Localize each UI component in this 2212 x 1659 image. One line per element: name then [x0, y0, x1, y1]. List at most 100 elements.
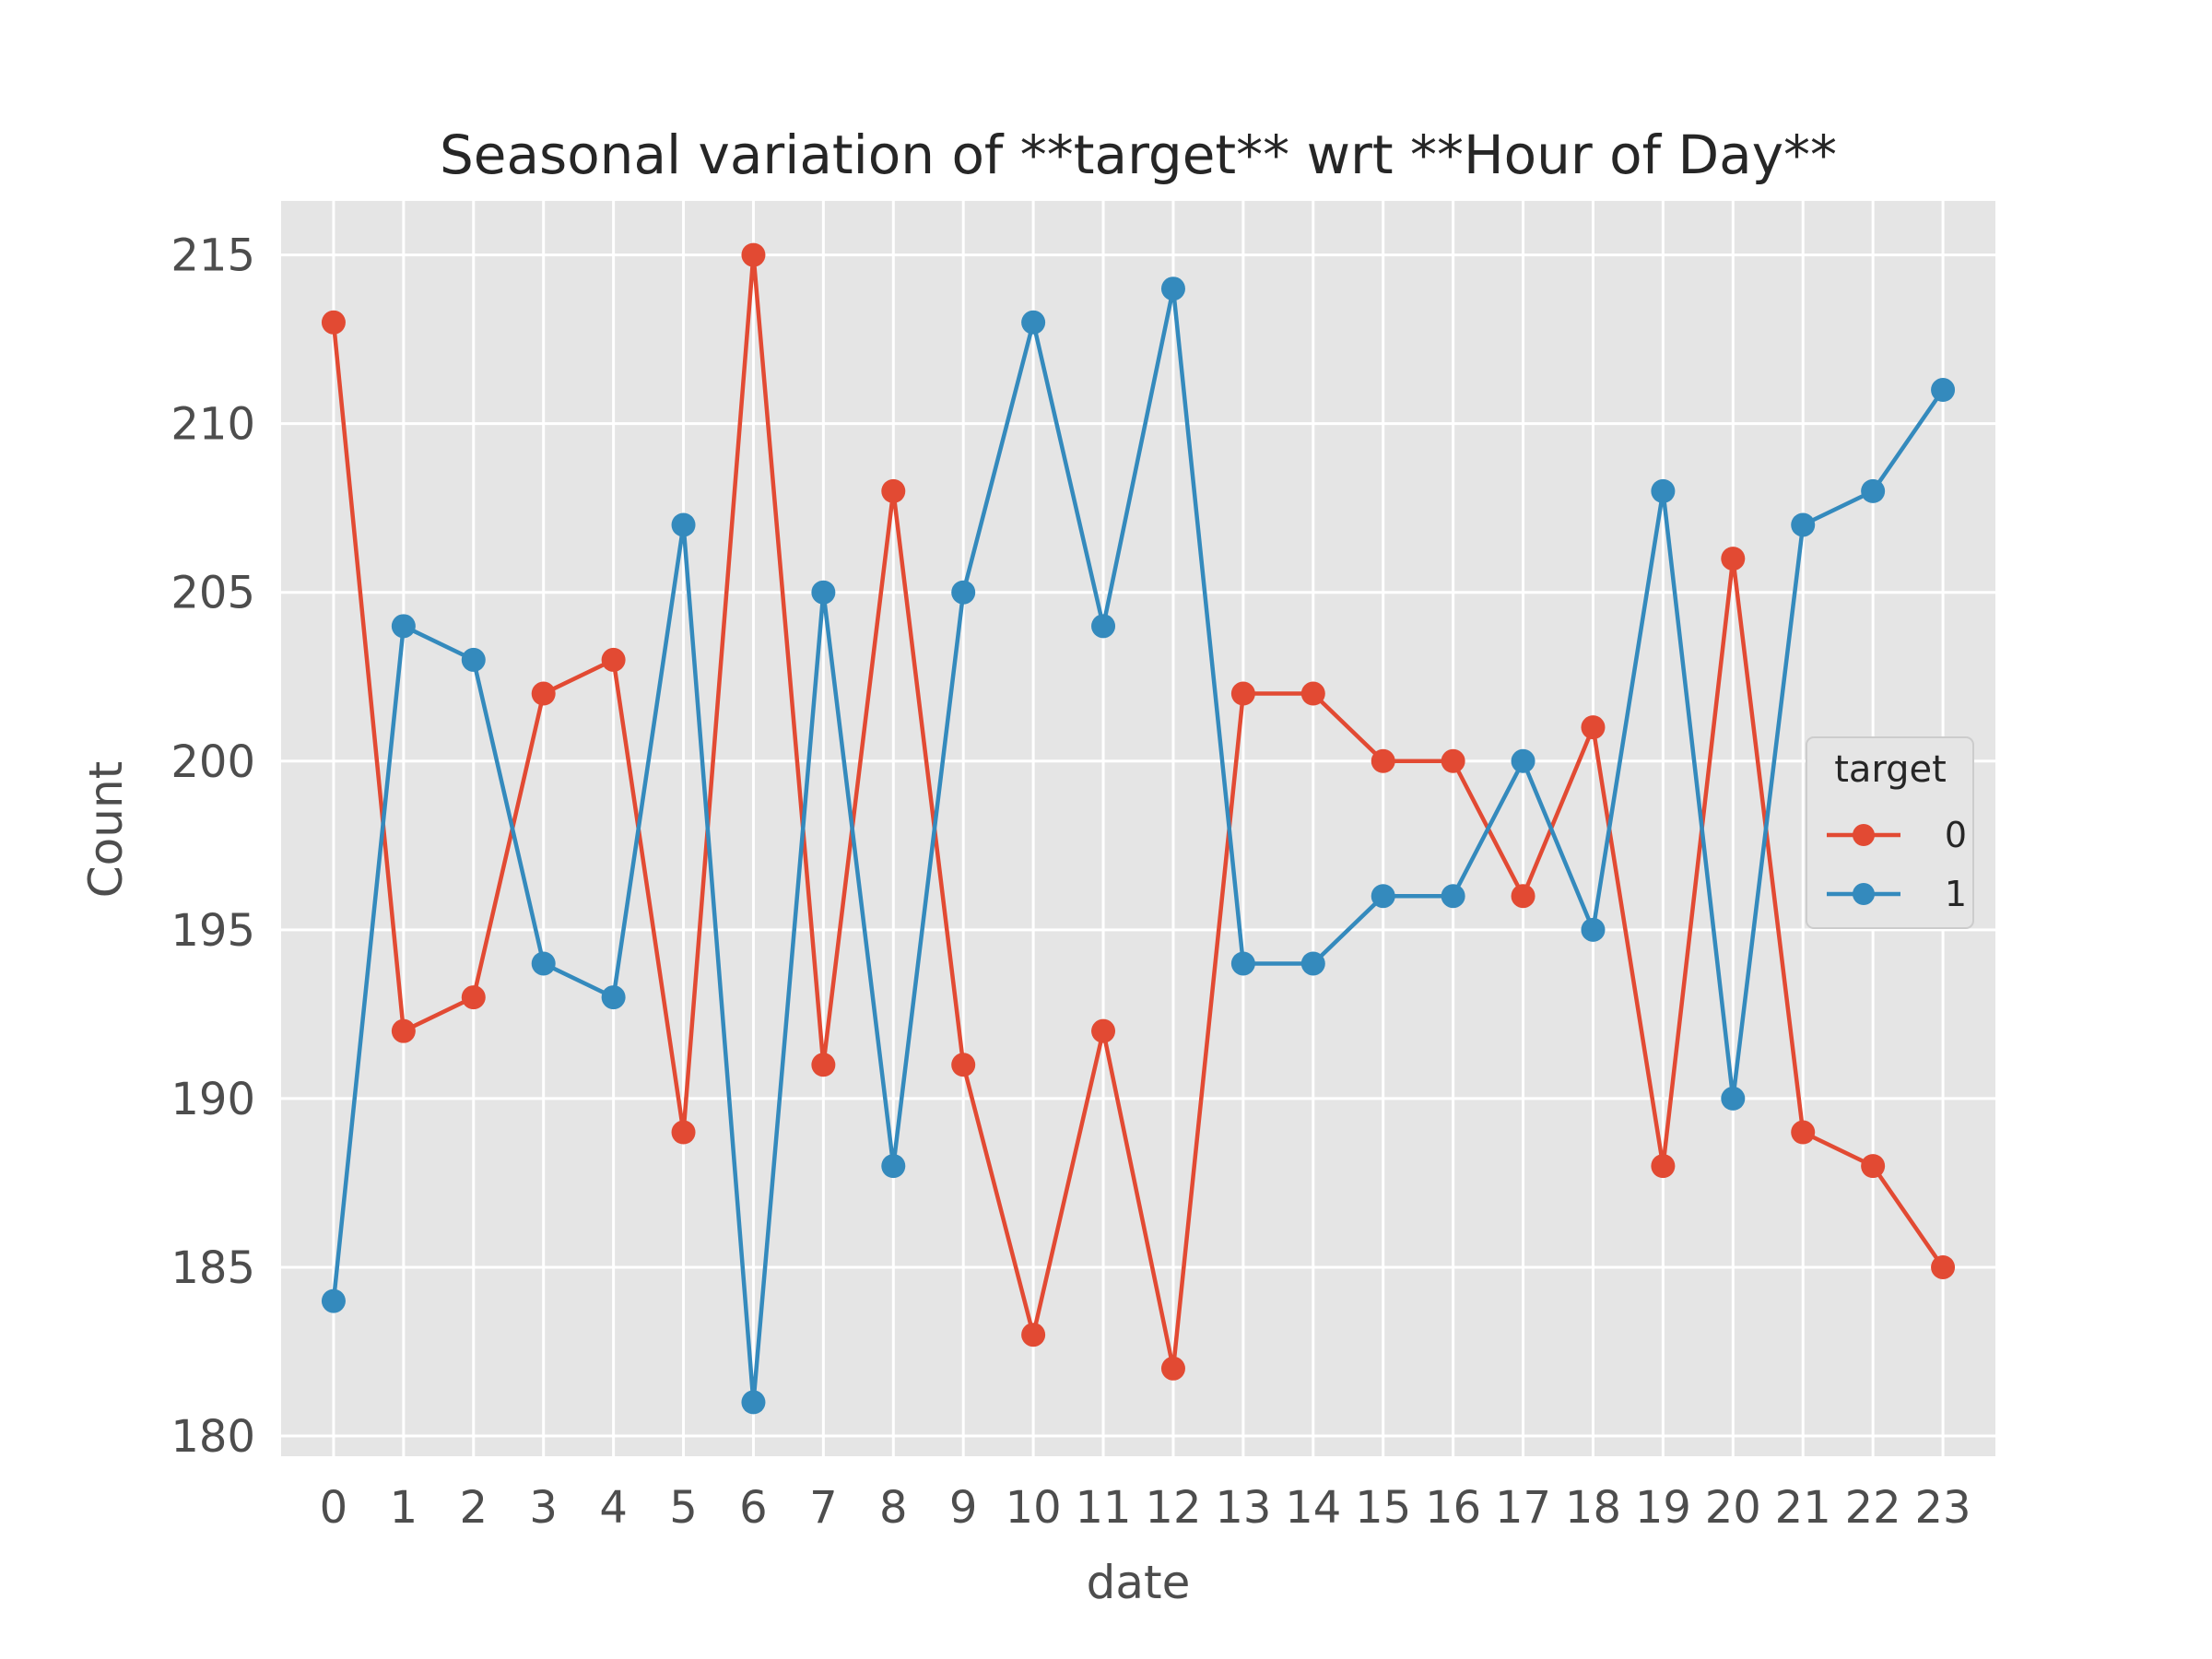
data-point — [1021, 1323, 1046, 1347]
data-point — [1511, 884, 1535, 909]
x-tick-label: 13 — [1215, 1482, 1271, 1534]
data-point — [1861, 1154, 1886, 1179]
data-point — [1581, 917, 1606, 942]
x-tick-label: 1 — [390, 1482, 418, 1534]
legend-label: 0 — [1945, 815, 1967, 855]
legend-items: 01 — [1827, 815, 1967, 914]
x-tick-label: 9 — [949, 1482, 978, 1534]
data-point — [601, 985, 626, 1010]
x-tick-label: 2 — [460, 1482, 488, 1534]
x-tick-label: 7 — [809, 1482, 838, 1534]
legend-item-1: 1 — [1827, 874, 1967, 914]
x-tick-label: 14 — [1285, 1482, 1341, 1534]
legend-swatch-marker — [1853, 883, 1875, 905]
data-point — [531, 681, 556, 706]
x-axis-label: date — [1087, 1556, 1191, 1609]
data-point — [811, 1053, 836, 1077]
x-tick-label: 22 — [1845, 1482, 1901, 1534]
data-point — [1160, 276, 1185, 301]
legend-label: 1 — [1945, 874, 1967, 914]
data-point — [671, 512, 696, 537]
data-point — [391, 614, 416, 639]
data-point — [1300, 951, 1325, 976]
data-point — [1300, 681, 1325, 706]
data-point — [951, 580, 976, 605]
x-tick-label: 6 — [739, 1482, 768, 1534]
data-point — [1021, 310, 1046, 335]
x-tick-label: 20 — [1705, 1482, 1761, 1534]
data-point — [1931, 378, 1956, 403]
data-point — [1441, 748, 1465, 773]
y-tick-label: 180 — [171, 1411, 255, 1463]
y-tick-label: 205 — [171, 568, 255, 619]
y-tick-label: 190 — [171, 1074, 255, 1125]
data-point — [531, 951, 556, 976]
data-point — [811, 580, 836, 605]
data-point — [1721, 547, 1746, 571]
x-tick-label: 18 — [1565, 1482, 1621, 1534]
series-group — [321, 242, 1956, 1415]
x-tick-label: 23 — [1915, 1482, 1971, 1534]
data-point — [1511, 748, 1535, 773]
y-tick-label: 195 — [171, 905, 255, 957]
x-tick-label: 15 — [1355, 1482, 1411, 1534]
series-1 — [321, 276, 1956, 1415]
x-axis-ticks: 0 1 2 3 4 5 6 7 8 9 10 11 12 13 14 15 16 17 18 19 20 21 22 23 — [320, 1482, 1971, 1534]
data-point — [1441, 884, 1465, 909]
y-axis-label: Count — [79, 761, 133, 899]
data-point — [741, 242, 766, 267]
data-point — [951, 1053, 976, 1077]
x-tick-label: 4 — [599, 1482, 628, 1534]
data-point — [671, 1120, 696, 1145]
data-point — [881, 1154, 906, 1179]
x-tick-label: 21 — [1775, 1482, 1831, 1534]
data-point — [1091, 614, 1116, 639]
data-point — [1230, 681, 1255, 706]
data-point — [1651, 1154, 1676, 1179]
y-axis-ticks: 180 185 190 195 200 205 210 215 — [171, 230, 255, 1463]
x-tick-label: 12 — [1145, 1482, 1201, 1534]
series-0 — [321, 242, 1956, 1381]
x-tick-label: 5 — [669, 1482, 698, 1534]
data-point — [601, 647, 626, 672]
series-line-1 — [331, 286, 1945, 1405]
y-tick-label: 215 — [171, 230, 255, 282]
x-tick-label: 11 — [1076, 1482, 1132, 1534]
data-point — [321, 310, 346, 335]
data-point — [1230, 951, 1255, 976]
data-point — [1160, 1356, 1185, 1381]
data-point — [741, 1390, 766, 1415]
legend-item-0: 0 — [1827, 815, 1967, 855]
y-tick-label: 210 — [171, 399, 255, 451]
data-point — [1581, 715, 1606, 740]
x-tick-label: 10 — [1006, 1482, 1062, 1534]
y-tick-label: 185 — [171, 1242, 255, 1294]
chart-title: Seasonal variation of **target** wrt **H… — [440, 124, 1837, 186]
legend-title: target — [1834, 748, 1947, 791]
data-point — [461, 985, 486, 1010]
data-point — [1791, 1120, 1816, 1145]
data-point — [1861, 478, 1886, 503]
x-tick-label: 8 — [879, 1482, 908, 1534]
x-tick-label: 3 — [529, 1482, 558, 1534]
data-point — [321, 1288, 346, 1313]
legend: target 01 — [1806, 736, 1974, 929]
legend-swatch-marker — [1853, 824, 1875, 846]
x-tick-label: 17 — [1495, 1482, 1551, 1534]
data-point — [1371, 884, 1395, 909]
grid-lines — [281, 201, 1995, 1456]
data-point — [1371, 748, 1395, 773]
data-point — [1791, 512, 1816, 537]
y-tick-label: 200 — [171, 736, 255, 788]
legend-box — [1806, 736, 1974, 929]
plot-area — [281, 201, 1995, 1456]
data-point — [1721, 1086, 1746, 1111]
data-point — [1651, 478, 1676, 503]
x-tick-label: 19 — [1635, 1482, 1691, 1534]
series-line-0 — [331, 253, 1945, 1371]
data-point — [881, 478, 906, 503]
data-point — [1931, 1254, 1956, 1279]
x-tick-label: 0 — [320, 1482, 348, 1534]
